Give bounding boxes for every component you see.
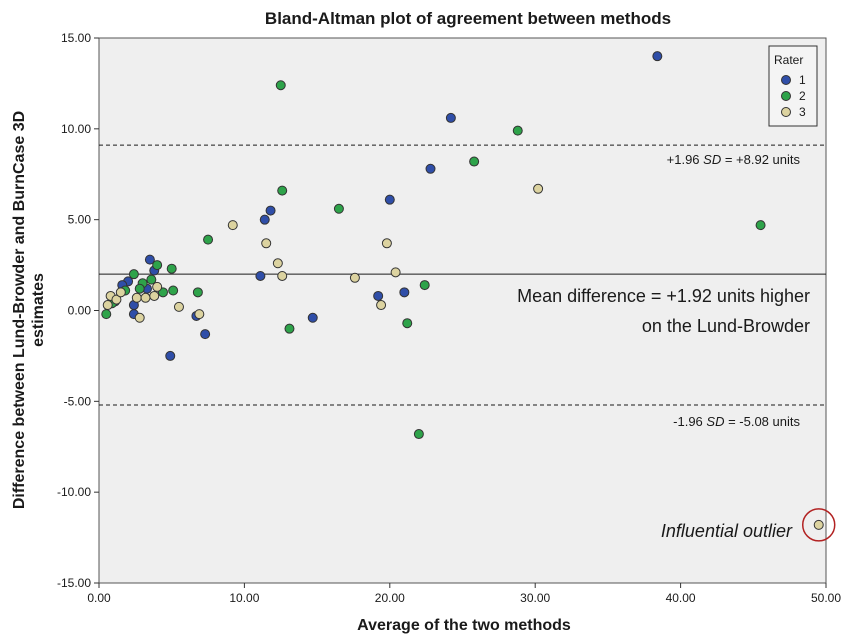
data-point-rater-2	[284, 323, 295, 334]
data-point-rater-2	[419, 280, 430, 291]
data-point-rater-2	[277, 185, 288, 196]
data-point-rater-3	[115, 287, 126, 298]
data-point-rater-3	[134, 312, 145, 323]
y-axis-label-line1: Difference between Lund-Browder and Burn…	[11, 111, 28, 509]
data-points	[101, 51, 824, 530]
data-point-rater-1	[265, 205, 276, 216]
x-tick-label: 30.00	[520, 591, 550, 605]
data-point-rater-3	[261, 238, 272, 249]
data-point-rater-2	[134, 283, 145, 294]
data-point-rater-1	[652, 51, 663, 62]
legend-box	[768, 45, 818, 127]
data-point-rater-2	[168, 285, 179, 296]
data-point-rater-3	[111, 294, 122, 305]
data-point-rater-1	[307, 312, 318, 323]
data-point-rater-1	[373, 290, 384, 301]
reference-lines	[99, 144, 826, 406]
data-point-rater-3	[152, 281, 163, 292]
legend-label-2: 2	[799, 89, 806, 103]
data-point-rater-2	[402, 318, 413, 329]
data-point-rater-1	[255, 270, 266, 281]
data-point-rater-3	[194, 309, 205, 320]
legend: Rater 1 2 3	[768, 45, 818, 127]
data-point-rater-2	[152, 260, 163, 271]
data-point-rater-3	[813, 519, 824, 530]
mean-annotation-line1: Mean difference = +1.92 units higher	[517, 286, 810, 306]
x-axis-label: Average of the two methods	[357, 617, 571, 634]
y-tick-label: -15.00	[57, 576, 91, 590]
data-point-rater-2	[275, 80, 286, 91]
data-point-rater-1	[165, 350, 176, 361]
data-point-rater-3	[131, 292, 142, 303]
data-point-rater-1	[144, 254, 155, 265]
data-point-rater-3	[140, 292, 151, 303]
x-axis-ticks: 0.00 10.00 20.00 30.00 40.00 50.00	[87, 583, 841, 605]
y-tick-label: -10.00	[57, 485, 91, 499]
upper-limit-label: +1.96 SD = +8.92 units	[667, 152, 801, 167]
lower-limit-label: -1.96 SD = -5.08 units	[673, 414, 800, 429]
data-point-rater-2	[166, 263, 177, 274]
data-point-rater-2	[413, 429, 424, 440]
x-tick-label: 50.00	[811, 591, 841, 605]
data-point-rater-1	[384, 194, 395, 205]
legend-label-3: 3	[799, 105, 806, 119]
data-point-rater-3	[227, 220, 238, 231]
legend-marker-2	[781, 91, 791, 101]
y-tick-label: 10.00	[61, 122, 91, 136]
y-axis-title: Difference between Lund-Browder and Burn…	[11, 111, 47, 509]
data-point-rater-2	[512, 125, 523, 136]
outlier-annotation: Influential outlier	[661, 521, 793, 541]
data-point-rater-3	[376, 300, 387, 311]
y-tick-label: -5.00	[64, 394, 92, 408]
data-point-rater-2	[755, 220, 766, 231]
data-point-rater-2	[203, 234, 214, 245]
data-point-rater-2	[192, 287, 203, 298]
data-point-rater-1	[425, 163, 436, 174]
chart-title: Bland-Altman plot of agreement between m…	[265, 9, 671, 28]
x-tick-label: 10.00	[229, 591, 259, 605]
data-point-rater-3	[390, 267, 401, 278]
data-point-rater-3	[381, 238, 392, 249]
legend-title: Rater	[774, 53, 803, 67]
y-axis-label-line2: estimates	[30, 273, 47, 347]
mean-annotation-line2: on the Lund-Browder	[642, 316, 810, 336]
data-point-rater-3	[102, 300, 113, 311]
y-axis-ticks: -15.00 -10.00 -5.00 0.00 5.00 10.00 15.00	[57, 31, 99, 590]
data-point-rater-3	[272, 258, 283, 269]
data-point-rater-2	[101, 309, 112, 320]
data-point-rater-2	[469, 156, 480, 167]
data-point-rater-3	[173, 301, 184, 312]
data-point-rater-3	[349, 272, 360, 283]
x-tick-label: 40.00	[666, 591, 696, 605]
y-tick-label: 0.00	[68, 304, 92, 318]
y-tick-label: 5.00	[68, 213, 92, 227]
data-point-rater-2	[128, 269, 139, 280]
data-point-rater-1	[200, 329, 211, 340]
mean-annotation-box	[478, 278, 812, 338]
data-point-rater-3	[277, 270, 288, 281]
data-point-rater-1	[399, 287, 410, 298]
legend-marker-1	[781, 75, 791, 85]
data-point-rater-2	[146, 274, 157, 285]
legend-marker-3	[781, 107, 791, 117]
data-point-rater-2	[333, 203, 344, 214]
x-tick-label: 0.00	[87, 591, 111, 605]
x-tick-label: 20.00	[375, 591, 405, 605]
data-point-rater-3	[149, 290, 160, 301]
data-point-rater-3	[533, 183, 544, 194]
data-point-rater-1	[259, 214, 270, 225]
data-point-rater-1	[445, 112, 456, 123]
outlier-highlight-circle	[801, 508, 836, 542]
y-tick-label: 15.00	[61, 31, 91, 45]
legend-label-1: 1	[799, 73, 806, 87]
